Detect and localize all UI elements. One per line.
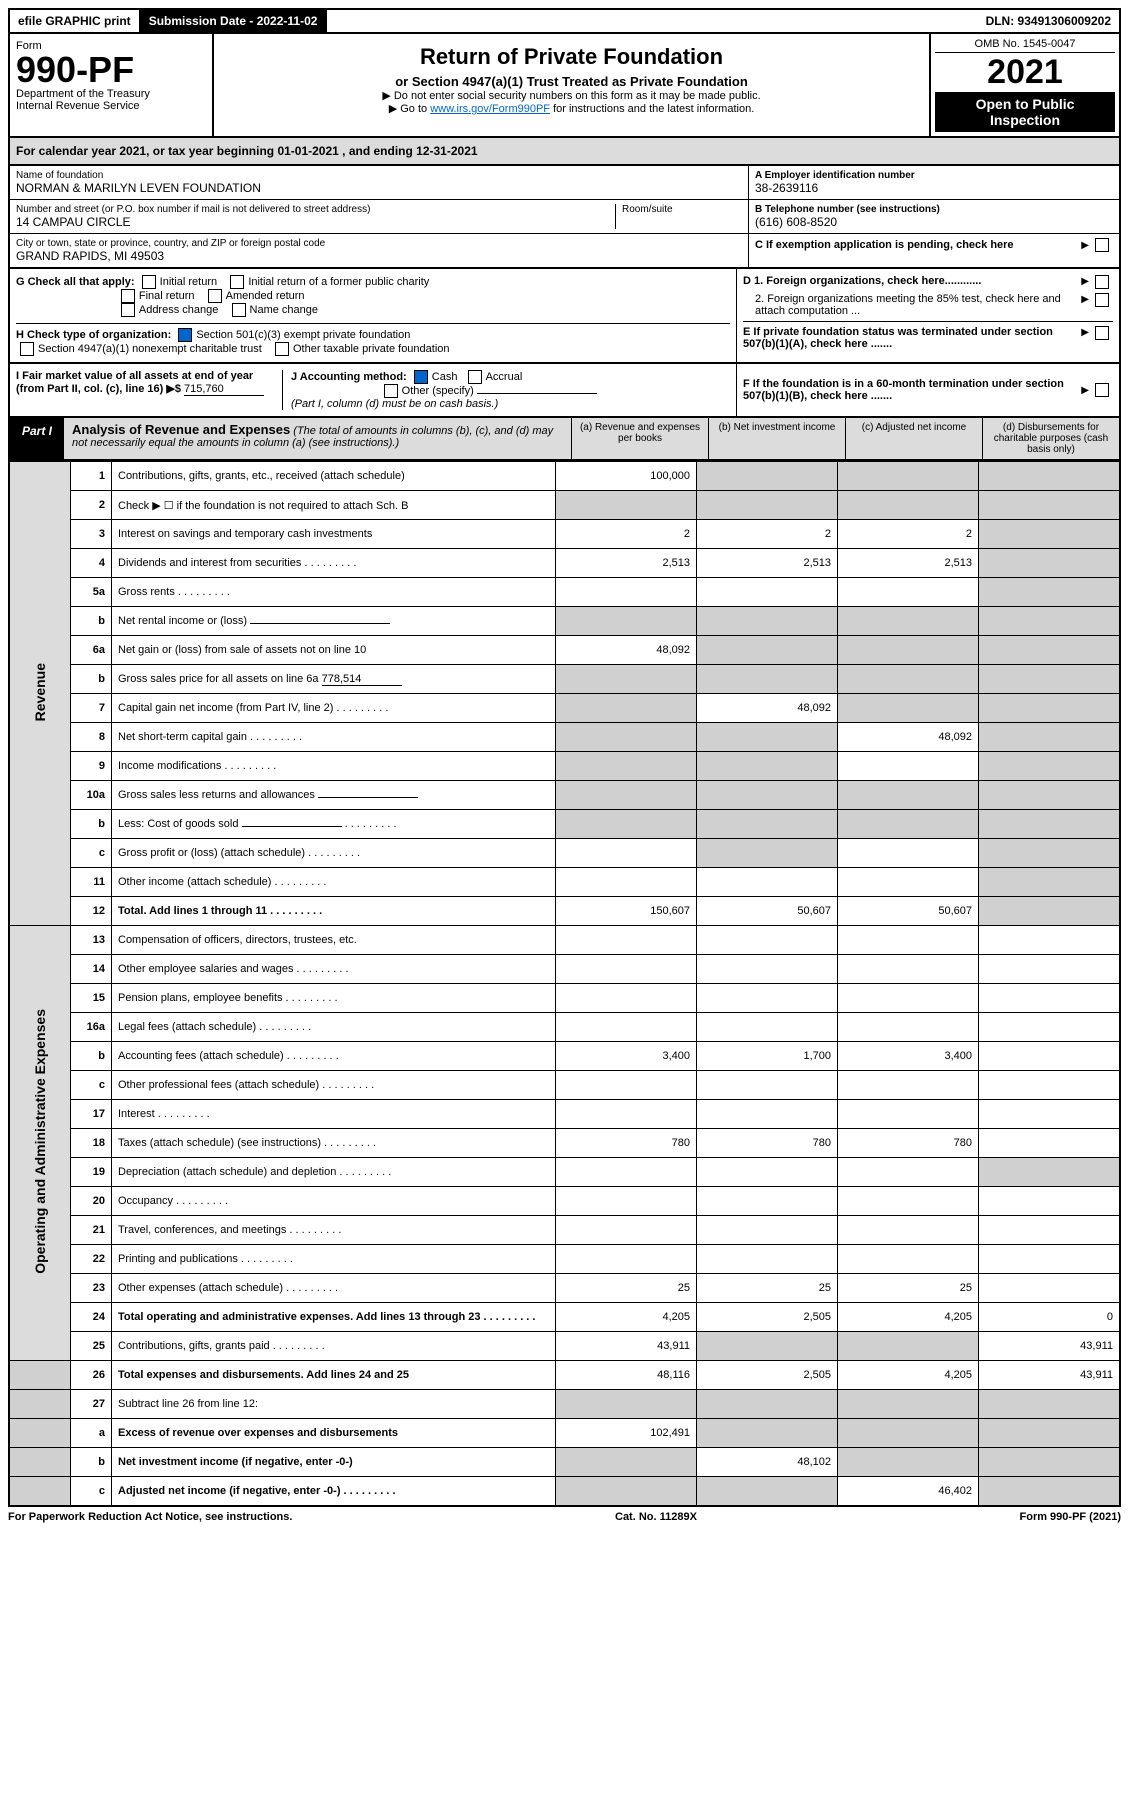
form-title: Return of Private Foundation xyxy=(220,44,923,70)
final-return-checkbox[interactable] xyxy=(121,289,135,303)
foreign-85-checkbox[interactable] xyxy=(1095,293,1109,307)
form-ref: Form 990-PF (2021) xyxy=(1020,1511,1121,1523)
d2-label: 2. Foreign organizations meeting the 85%… xyxy=(743,293,1081,317)
phone: (616) 608-8520 xyxy=(755,215,1113,229)
foundation-name-label: Name of foundation xyxy=(16,170,742,181)
j-label: J Accounting method: xyxy=(291,371,407,383)
ein: 38-2639116 xyxy=(755,181,1113,195)
d1-label: D 1. Foreign organizations, check here..… xyxy=(743,275,981,287)
part1-title: Analysis of Revenue and Expenses xyxy=(72,422,290,437)
name-change-checkbox[interactable] xyxy=(232,303,246,317)
other-method-checkbox[interactable] xyxy=(384,384,398,398)
amended-return-checkbox[interactable] xyxy=(208,289,222,303)
city-label: City or town, state or province, country… xyxy=(16,238,742,249)
phone-label: B Telephone number (see instructions) xyxy=(755,204,1113,215)
form-number: 990-PF xyxy=(16,52,206,88)
form990pf-link[interactable]: www.irs.gov/Form990PF xyxy=(430,103,550,115)
tax-year: 2021 xyxy=(935,53,1115,92)
note-no-ssn: ▶ Do not enter social security numbers o… xyxy=(220,89,923,102)
omb-number: OMB No. 1545-0047 xyxy=(935,38,1115,53)
part1-tag: Part I xyxy=(10,418,64,459)
j-note: (Part I, column (d) must be on cash basi… xyxy=(291,398,498,410)
city-state-zip: GRAND RAPIDS, MI 49503 xyxy=(16,249,742,263)
col-d-header: (d) Disbursements for charitable purpose… xyxy=(982,418,1119,459)
e-label: E If private foundation status was termi… xyxy=(743,326,1053,350)
form-subtitle: or Section 4947(a)(1) Trust Treated as P… xyxy=(220,74,923,89)
exemption-pending-label: C If exemption application is pending, c… xyxy=(755,239,1081,251)
h-label: H Check type of organization: xyxy=(16,329,171,341)
501c3-checkbox[interactable] xyxy=(178,328,192,342)
open-to-public: Open to Public Inspection xyxy=(935,92,1115,132)
dept-treasury: Department of the Treasury xyxy=(16,88,206,100)
topbar: efile GRAPHIC print Submission Date - 20… xyxy=(8,8,1121,34)
f-label: F If the foundation is in a 60-month ter… xyxy=(743,378,1064,402)
foreign-org-checkbox[interactable] xyxy=(1095,275,1109,289)
arrow-icon xyxy=(1081,239,1091,251)
part1-header: Part I Analysis of Revenue and Expenses … xyxy=(8,418,1121,461)
cat-no: Cat. No. 11289X xyxy=(615,1511,697,1523)
efile-print-label: efile GRAPHIC print xyxy=(10,10,141,32)
initial-return-checkbox[interactable] xyxy=(142,275,156,289)
address: 14 CAMPAU CIRCLE xyxy=(16,215,615,229)
submission-date: Submission Date - 2022-11-02 xyxy=(141,10,328,32)
col-a-header: (a) Revenue and expenses per books xyxy=(571,418,708,459)
paperwork-notice: For Paperwork Reduction Act Notice, see … xyxy=(8,1511,292,1523)
ein-label: A Employer identification number xyxy=(755,170,1113,181)
col-c-header: (c) Adjusted net income xyxy=(845,418,982,459)
part1-table: Revenue 1Contributions, gifts, grants, e… xyxy=(8,461,1121,1507)
room-suite-label: Room/suite xyxy=(622,204,742,215)
address-change-checkbox[interactable] xyxy=(121,303,135,317)
cash-checkbox[interactable] xyxy=(414,370,428,384)
fmv-value: 715,760 xyxy=(184,383,264,396)
exemption-pending-checkbox[interactable] xyxy=(1095,238,1109,252)
page-footer: For Paperwork Reduction Act Notice, see … xyxy=(8,1507,1121,1527)
initial-former-checkbox[interactable] xyxy=(230,275,244,289)
section-g-h: G Check all that apply: Initial return I… xyxy=(8,269,1121,364)
g-label: G Check all that apply: xyxy=(16,276,135,288)
expenses-label: Operating and Administrative Expenses xyxy=(32,1009,48,1274)
entity-info: Name of foundation NORMAN & MARILYN LEVE… xyxy=(8,166,1121,269)
other-taxable-checkbox[interactable] xyxy=(275,342,289,356)
status-terminated-checkbox[interactable] xyxy=(1095,326,1109,340)
accrual-checkbox[interactable] xyxy=(468,370,482,384)
revenue-label: Revenue xyxy=(32,663,48,721)
section-i-j: I Fair market value of all assets at end… xyxy=(8,364,1121,418)
dln: DLN: 93491306009202 xyxy=(978,10,1119,32)
foundation-name: NORMAN & MARILYN LEVEN FOUNDATION xyxy=(16,181,742,195)
calendar-year-row: For calendar year 2021, or tax year begi… xyxy=(8,138,1121,166)
4947a1-checkbox[interactable] xyxy=(20,342,34,356)
form-header: Form 990-PF Department of the Treasury I… xyxy=(8,34,1121,138)
irs: Internal Revenue Service xyxy=(16,100,206,112)
note-goto: ▶ Go to www.irs.gov/Form990PF for instru… xyxy=(220,102,923,115)
60month-checkbox[interactable] xyxy=(1095,383,1109,397)
col-b-header: (b) Net investment income xyxy=(708,418,845,459)
address-label: Number and street (or P.O. box number if… xyxy=(16,204,615,215)
